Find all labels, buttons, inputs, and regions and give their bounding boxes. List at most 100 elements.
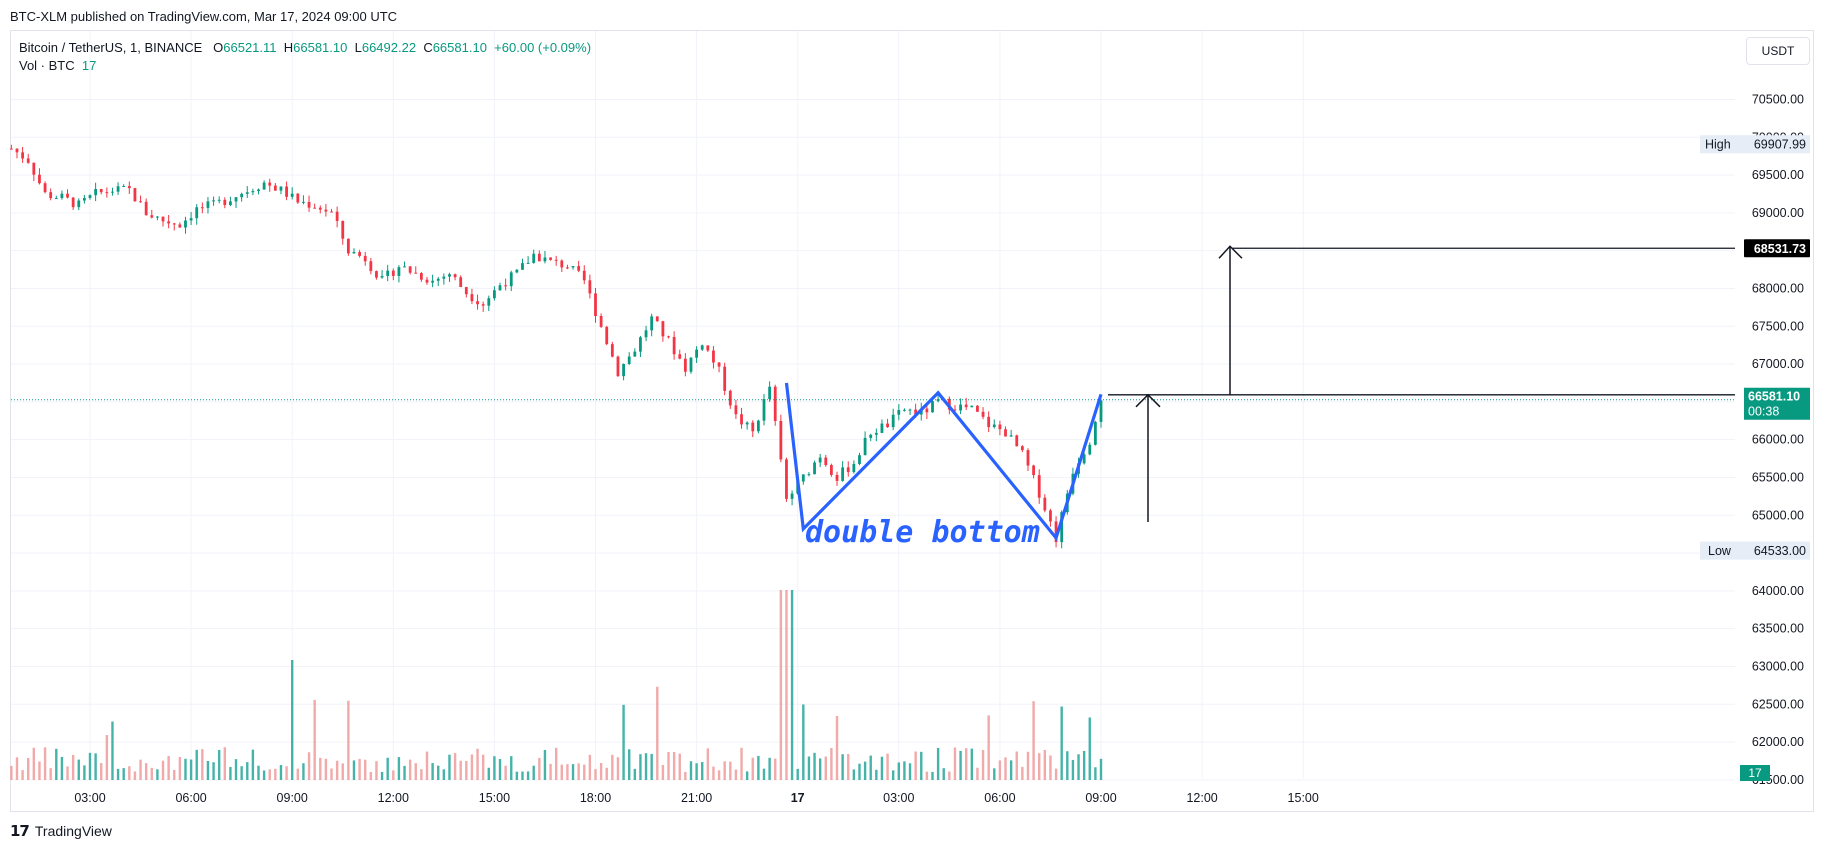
candle-body xyxy=(431,280,435,283)
candle-body xyxy=(835,474,839,481)
price-tick-label: 68000.00 xyxy=(1752,281,1804,295)
volume-bar xyxy=(201,749,204,780)
candle-body xyxy=(21,152,24,159)
volume-bar xyxy=(364,759,367,780)
candle-body xyxy=(644,330,648,338)
candle-body xyxy=(172,223,176,225)
volume-bar xyxy=(380,771,384,780)
volume-bar xyxy=(633,768,637,780)
volume-bar xyxy=(285,766,288,780)
candle-body xyxy=(779,420,783,460)
volume-bar xyxy=(49,768,52,780)
volume-bar xyxy=(386,757,389,780)
candle-body xyxy=(891,414,895,428)
price-candles xyxy=(9,144,1103,549)
candle-body xyxy=(549,257,552,260)
high-badge-value: 69907.99 xyxy=(1754,138,1806,152)
candle-body xyxy=(184,220,187,228)
candle-body xyxy=(886,423,889,428)
volume-bar xyxy=(1049,755,1052,780)
volume-label[interactable]: Vol · BTC xyxy=(19,58,75,73)
volume-bar xyxy=(313,699,316,780)
volume-bar xyxy=(667,752,670,780)
symbol-title[interactable]: Bitcoin / TetherUS, 1, BINANCE xyxy=(19,40,203,55)
volume-bar xyxy=(128,766,131,780)
volume-bar xyxy=(942,768,945,780)
price-tick-label: 65000.00 xyxy=(1752,508,1804,522)
candle-body xyxy=(470,294,474,302)
candle-body xyxy=(566,267,569,269)
volume-bar xyxy=(375,761,378,780)
volume-bar xyxy=(1071,759,1075,780)
volume-bar xyxy=(178,756,182,780)
volume-bar xyxy=(139,759,142,780)
candle-body xyxy=(9,148,13,150)
candle-body xyxy=(313,207,317,209)
volume-bar xyxy=(1094,767,1097,780)
close-value: 66581.10 xyxy=(432,40,487,55)
currency-button[interactable]: USDT xyxy=(1746,37,1810,65)
volume-bar xyxy=(437,765,440,780)
volume-bar xyxy=(863,761,867,780)
volume-bar xyxy=(32,747,36,780)
candle-body xyxy=(448,274,451,277)
price-tick-label: 62500.00 xyxy=(1752,697,1804,711)
open-label: O xyxy=(213,40,224,55)
volume-bar xyxy=(212,762,215,780)
volume-bar xyxy=(959,750,962,780)
candle-body xyxy=(509,272,513,287)
candle-body xyxy=(116,186,120,192)
target-price-badge: 68531.73 xyxy=(1754,242,1806,256)
volume-bar xyxy=(341,763,344,780)
open-value: 66521.11 xyxy=(223,40,277,55)
candle-body xyxy=(504,285,508,287)
volume-bar xyxy=(55,748,58,780)
candle-body xyxy=(768,386,772,400)
volume-bar xyxy=(268,769,271,780)
volume-bar xyxy=(1021,766,1024,780)
volume-bar xyxy=(100,763,103,780)
volume-bar xyxy=(1026,751,1030,780)
candle-body xyxy=(111,191,114,193)
price-tick-label: 63500.00 xyxy=(1752,622,1804,636)
volume-bar xyxy=(324,758,328,780)
volume-bar xyxy=(133,771,137,780)
volume-bar xyxy=(1088,717,1091,780)
volume-bar xyxy=(71,754,75,780)
candle-body xyxy=(863,437,867,456)
candle-body xyxy=(346,238,350,254)
volume-bar xyxy=(307,752,311,780)
volume-bar xyxy=(1038,753,1041,780)
candle-body xyxy=(380,276,384,278)
candle-body xyxy=(240,193,244,198)
time-tick-label: 18:00 xyxy=(580,791,611,805)
high-value: 66581.10 xyxy=(293,40,348,55)
candle-body xyxy=(167,221,171,224)
candle-body xyxy=(908,409,912,411)
price-tick-label: 65500.00 xyxy=(1752,470,1804,484)
candle-body xyxy=(26,158,30,163)
volume-bar xyxy=(1032,701,1035,780)
candle-body xyxy=(1082,454,1086,464)
candle-body xyxy=(66,193,69,198)
candle-body xyxy=(127,186,131,189)
volume-bar xyxy=(521,771,524,780)
volume-bar xyxy=(970,748,974,780)
candle-body xyxy=(99,189,103,193)
candle-body xyxy=(1004,429,1007,437)
candle-body xyxy=(734,405,738,415)
candle-body xyxy=(897,410,901,415)
volume-bar xyxy=(335,760,339,780)
volume-bar xyxy=(1009,760,1013,780)
candle-body xyxy=(577,266,581,271)
volume-bar xyxy=(515,771,519,780)
candle-body xyxy=(582,270,586,281)
candle-body xyxy=(425,279,429,283)
volume-bar xyxy=(953,747,957,780)
candle-body xyxy=(700,345,704,350)
candle-body xyxy=(925,408,929,413)
volume-bar xyxy=(347,700,350,780)
candle-body xyxy=(49,192,53,199)
volume-bar xyxy=(701,762,704,780)
